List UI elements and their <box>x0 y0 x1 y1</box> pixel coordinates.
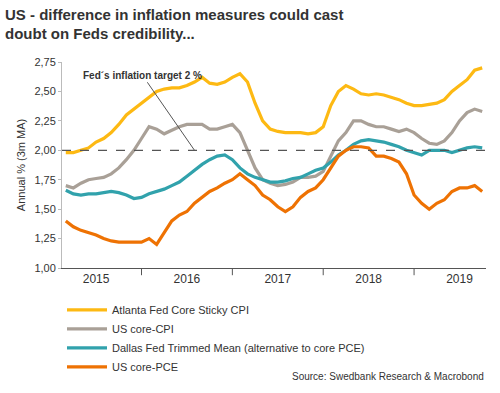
svg-text:Fed´s inflation target 2 %: Fed´s inflation target 2 % <box>83 70 202 81</box>
svg-text:US core-PCE: US core-PCE <box>112 361 178 373</box>
svg-text:2015: 2015 <box>83 272 110 286</box>
svg-text:US - difference in inflation m: US - difference in inflation measures co… <box>5 6 343 43</box>
svg-text:2,25: 2,25 <box>34 115 55 127</box>
svg-text:1,75: 1,75 <box>34 174 55 186</box>
svg-text:2017: 2017 <box>264 272 291 286</box>
svg-text:2018: 2018 <box>355 272 382 286</box>
svg-text:Dallas Fed Trimmed Mean (alter: Dallas Fed Trimmed Mean (alternative to … <box>112 342 364 354</box>
svg-text:1,25: 1,25 <box>34 232 55 244</box>
svg-text:1,00: 1,00 <box>34 262 55 274</box>
svg-text:US core-CPI: US core-CPI <box>112 323 174 335</box>
svg-text:2019: 2019 <box>446 272 473 286</box>
svg-text:2,00: 2,00 <box>34 144 55 156</box>
svg-text:Annual % (3m MA): Annual % (3m MA) <box>15 119 27 211</box>
svg-text:Atlanta Fed Core Sticky CPI: Atlanta Fed Core Sticky CPI <box>112 304 249 316</box>
svg-text:1,50: 1,50 <box>34 203 55 215</box>
svg-text:2016: 2016 <box>174 272 201 286</box>
svg-text:Source: Swedbank Research & Ma: Source: Swedbank Research & Macrobond <box>292 371 484 382</box>
svg-text:2,75: 2,75 <box>34 56 55 68</box>
svg-text:2,50: 2,50 <box>34 85 55 97</box>
